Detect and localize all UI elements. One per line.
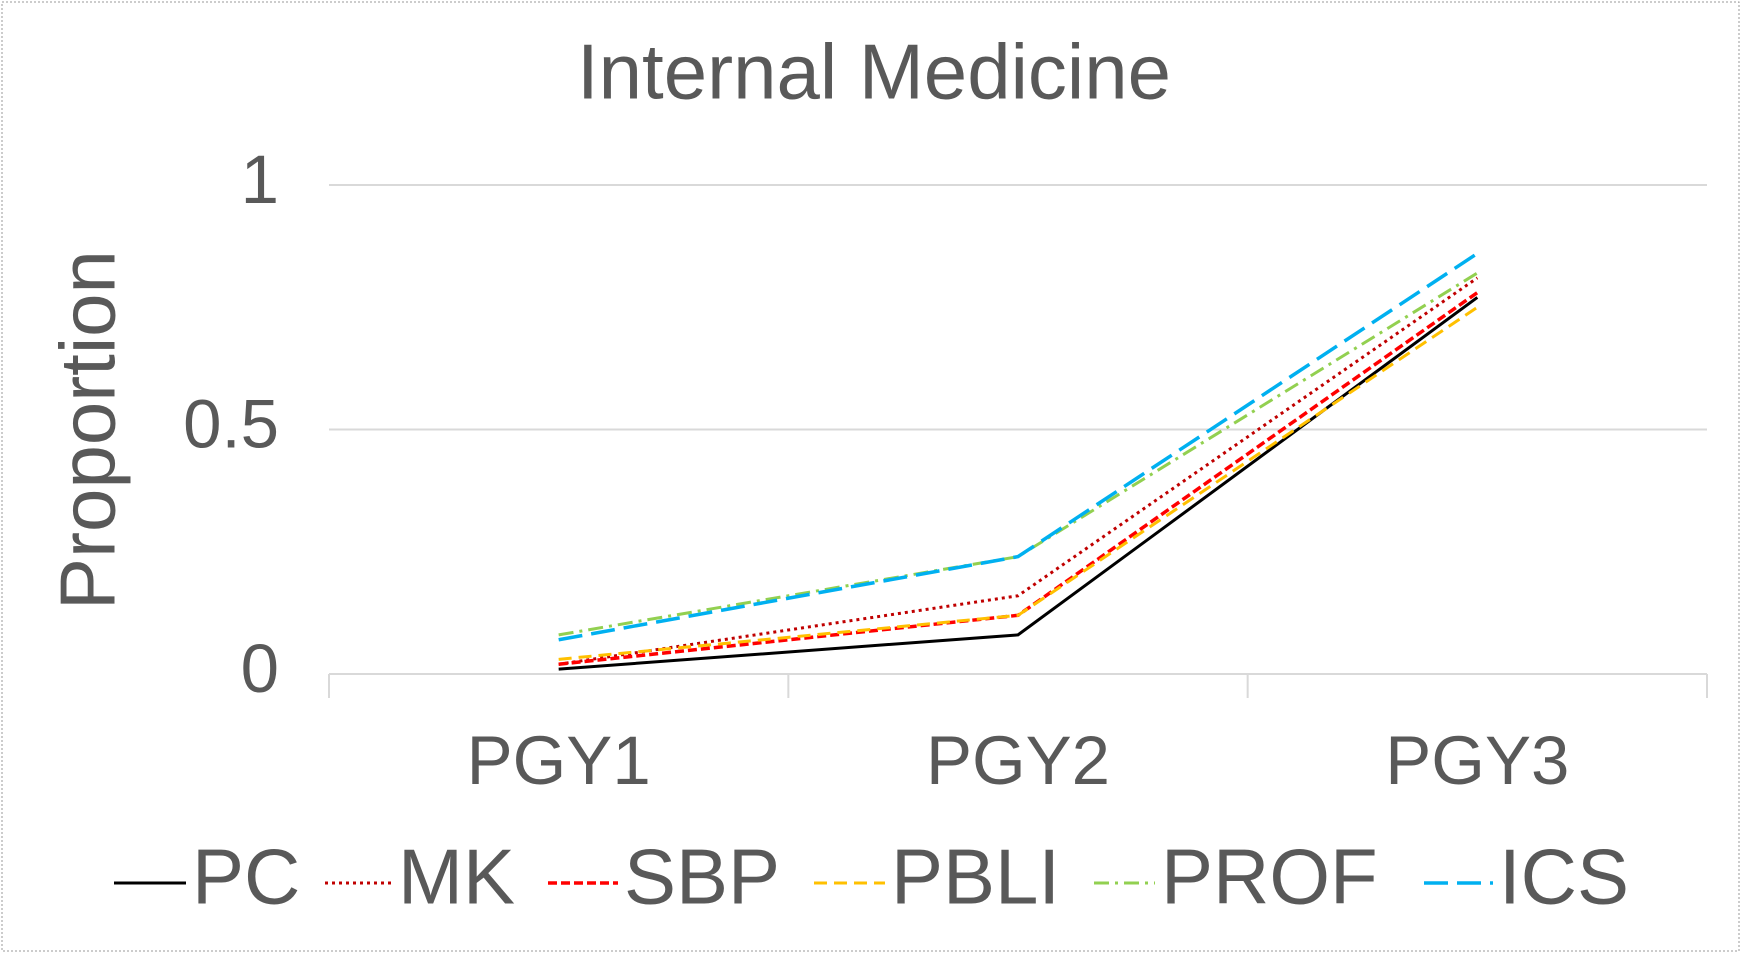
- series-line: [558, 251, 1479, 642]
- legend-label: PROF: [1161, 833, 1378, 921]
- x-tick-label: PGY1: [467, 722, 651, 799]
- y-axis-label: Proportion: [44, 250, 132, 610]
- series-line: [558, 306, 1479, 661]
- y-tick-label: 1: [241, 141, 279, 218]
- legend-label: MK: [398, 833, 515, 921]
- series-line: [558, 276, 1479, 666]
- y-tick-label: 0: [241, 630, 279, 707]
- legend-label: SBP: [624, 833, 780, 921]
- legend-label: PBLI: [891, 833, 1060, 921]
- legend-label: PC: [192, 833, 300, 921]
- legend-label: ICS: [1499, 833, 1629, 921]
- x-tick-label: PGY2: [926, 722, 1110, 799]
- y-tick-label: 0.5: [183, 386, 279, 463]
- x-tick-label: PGY3: [1385, 722, 1569, 799]
- series-line: [558, 271, 1479, 637]
- chart-title: Internal Medicine: [577, 28, 1171, 116]
